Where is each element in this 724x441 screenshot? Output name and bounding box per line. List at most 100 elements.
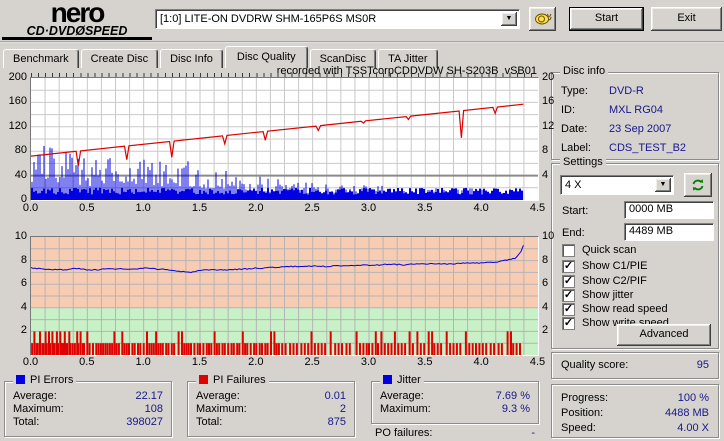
advanced-button[interactable]: Advanced (617, 324, 711, 346)
stat-label: Maximum: (13, 403, 64, 415)
refresh-icon (690, 179, 706, 196)
show-c2-pif-checkbox[interactable]: ✓ (562, 275, 575, 288)
disc-info-value: DVD-R (609, 85, 644, 97)
axis-tick-label: 6 (542, 277, 549, 290)
axis-tick-label: 4 (542, 168, 549, 181)
show-c1-pie-checkbox[interactable]: ✓ (562, 260, 575, 273)
tab-disc-quality[interactable]: Disc Quality (224, 46, 308, 68)
exit-button[interactable]: Exit (651, 7, 722, 31)
scan-speed-value: 4 X (565, 179, 582, 191)
pi-failures-swatch-icon (199, 375, 208, 384)
chevron-down-icon[interactable]: ▼ (501, 12, 517, 26)
disc-info-label: Label: (561, 142, 591, 154)
stat-label: Maximum: (380, 403, 431, 415)
quality-score-label: Quality score: (561, 359, 629, 371)
settings-panel: Settings 4 X ▼ Start: 0000 MB End: 4489 … (551, 156, 719, 349)
position-value: 4488 MB (664, 407, 709, 419)
logo-product: CD·DVDØSPEED (26, 24, 128, 38)
tab-disc-info[interactable]: Disc Info (160, 49, 223, 68)
disc-info-title: Disc info (560, 65, 609, 77)
axis-tick-label: 2.5 (304, 356, 320, 368)
start-button[interactable]: Start (569, 7, 644, 31)
axis-tick-label: 0.0 (22, 202, 39, 214)
axis-tick-label: 3.0 (360, 202, 377, 214)
refresh-button[interactable] (684, 173, 712, 197)
disc-info-value: MXL RG04 (609, 104, 664, 116)
show-jitter-checkbox[interactable]: ✓ (562, 289, 575, 302)
axis-tick-label: 8 (20, 253, 27, 266)
quick-scan-checkbox[interactable] (562, 244, 575, 257)
tab-ta-jitter[interactable]: TA Jitter (378, 49, 438, 68)
show-c1-pie-label: Show C1/PIE (582, 260, 648, 272)
axis-tick-label: 2.5 (304, 202, 320, 214)
axis-tick-label: 1.0 (135, 202, 151, 214)
axis-tick-label: 6 (20, 277, 27, 290)
tab-benchmark[interactable]: Benchmark (3, 49, 79, 68)
position-label: Position: (561, 407, 604, 419)
jitter-title: Jitter (380, 374, 424, 386)
logo-brand: nero (50, 0, 106, 28)
stat-value: 0.01 (324, 390, 346, 402)
disc-info-panel: Disc info Type: DVD-R ID: MXL RG04 Date: 23… (551, 65, 719, 160)
disc-info-label: Type: (561, 85, 588, 97)
axis-tick-label: 4.5 (529, 202, 546, 214)
show-read-speed-checkbox[interactable]: ✓ (562, 303, 575, 316)
stat-value: 398027 (126, 416, 163, 428)
show-read-speed-label: Show read speed (582, 303, 668, 315)
axis-tick-label: 8 (542, 253, 549, 266)
axis-tick-label: 3.5 (417, 356, 433, 368)
axis-tick-label: 1.0 (135, 356, 151, 368)
axis-tick-label: 1.5 (191, 356, 208, 368)
tab-create-disc[interactable]: Create Disc (80, 49, 159, 68)
axis-tick-label: 8 (542, 144, 549, 157)
jitter-pif-chart (30, 236, 539, 356)
pi-errors-title: PI Errors (13, 374, 77, 386)
axis-tick-label: 4.0 (473, 202, 489, 214)
axis-tick-label: 1.5 (191, 202, 208, 214)
drive-select[interactable]: [1:0] LITE-ON DVDRW SHM-165P6S MS0R ▼ (155, 9, 520, 29)
axis-tick-label: 80 (14, 144, 27, 157)
pi-failures-title-text: PI Failures (213, 374, 266, 386)
top-axis-ticks (31, 73, 537, 77)
axis-tick-label: 4 (542, 300, 549, 313)
jitter-swatch-icon (383, 375, 392, 384)
axis-tick-label: 0.5 (79, 356, 95, 368)
axis-tick-label: 0 (20, 193, 27, 205)
progress-panel: Progress: 100 % Position: 4488 MB Speed: 4.… (551, 384, 719, 438)
app-logo: nero CD·DVDØSPEED (2, 0, 152, 40)
axis-tick-label: 12 (542, 119, 555, 132)
start-field[interactable]: 0000 MB (624, 201, 714, 219)
axis-tick-label: 4 (20, 300, 27, 313)
axis-tick-label: 3.0 (360, 356, 377, 368)
disc-info-value: 23 Sep 2007 (609, 123, 672, 135)
end-field[interactable]: 4489 MB (624, 223, 714, 241)
drive-speed-button[interactable] (529, 7, 556, 31)
axis-tick-label: 10 (542, 230, 555, 242)
disc-info-label: Date: (561, 123, 588, 135)
stat-value: 2 (339, 403, 346, 415)
quality-score-panel: Quality score: 95 (551, 352, 719, 379)
axis-tick-label: 160 (8, 95, 27, 108)
settings-title: Settings (560, 156, 606, 168)
stat-label: Average: (196, 390, 240, 402)
axis-tick-label: 2 (20, 324, 27, 337)
quality-score-value: 95 (696, 359, 709, 371)
axis-tick-label: 16 (542, 95, 555, 108)
jitter-title-text: Jitter (397, 374, 421, 386)
stat-label: Total: (13, 416, 40, 428)
jitter-stats-panel: Jitter Average: 7.69 % Maximum: 9.3 % (371, 374, 539, 424)
chevron-down-icon[interactable]: ▼ (655, 178, 671, 192)
speed-value: 4.00 X (677, 422, 709, 434)
axis-tick-label: 2.0 (248, 202, 264, 214)
toolbar-separator (0, 41, 724, 43)
pi-errors-title-text: PI Errors (30, 374, 74, 386)
show-write-speed-checkbox[interactable]: ✓ (562, 317, 575, 330)
drive-select-value: [1:0] LITE-ON DVDRW SHM-165P6S MS0R (160, 13, 377, 25)
stat-label: Total: (196, 416, 223, 428)
stat-value: 108 (144, 403, 163, 415)
axis-tick-label: 2 (542, 324, 549, 337)
scan-speed-select[interactable]: 4 X ▼ (560, 175, 674, 195)
tab-scandisc[interactable]: ScanDisc (309, 49, 377, 68)
stat-value: 7.69 % (495, 390, 530, 402)
